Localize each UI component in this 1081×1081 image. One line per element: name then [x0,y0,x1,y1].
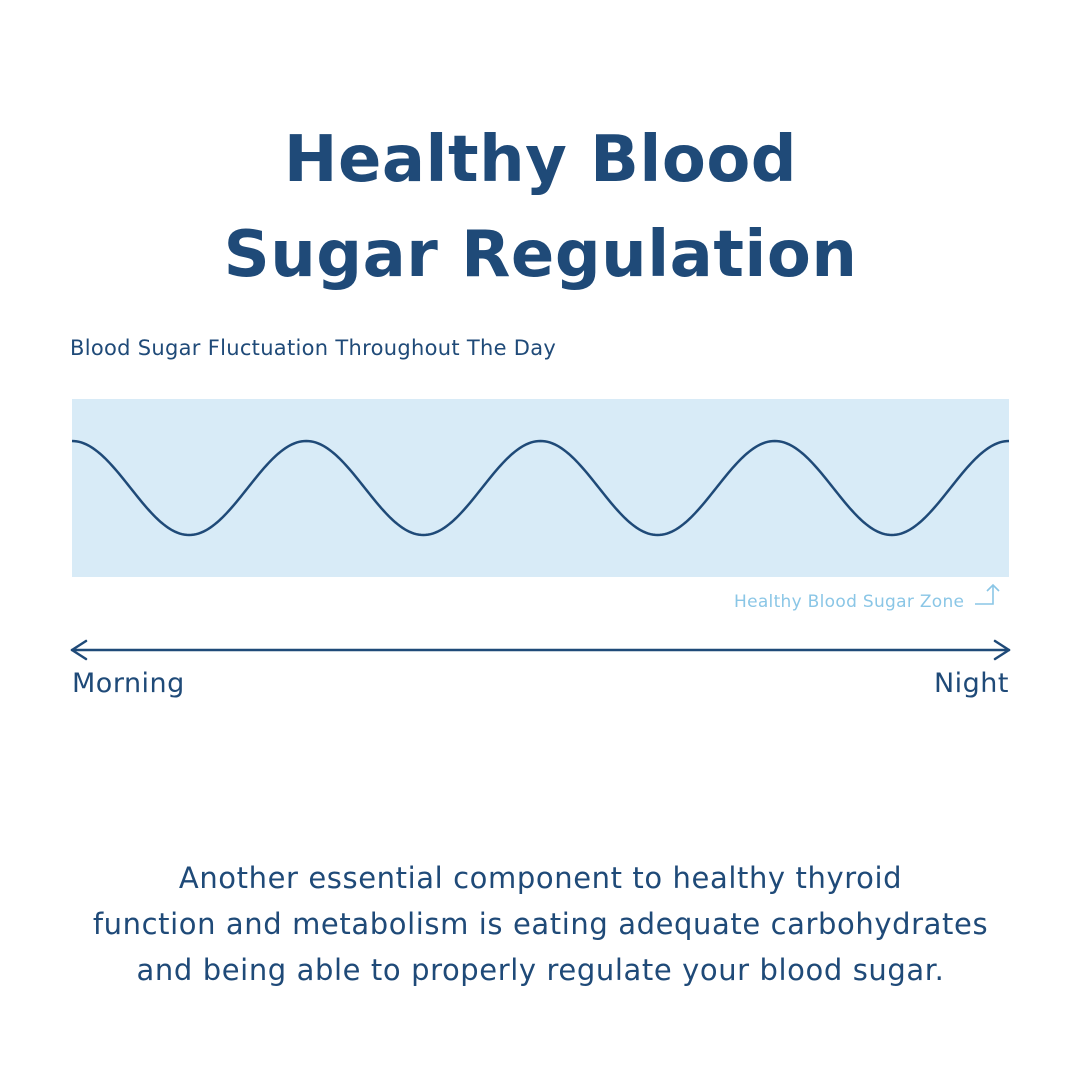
description-line-3: and being able to properly regulate your… [136,953,945,987]
title-line-2: Sugar Regulation [223,217,858,292]
description-paragraph: Another essential component to healthy t… [30,855,1051,993]
diagram-caption: Blood Sugar Fluctuation Throughout The D… [70,336,557,360]
description-line-2: function and metabolism is eating adequa… [92,907,989,941]
healthy-zone-band [72,399,1009,577]
title-line-1: Healthy Blood [283,122,798,197]
axis-label-morning: Morning [72,668,185,699]
blood-sugar-wave [71,439,1010,537]
description-line-1: Another essential component to healthy t… [178,861,903,895]
zone-pointer-icon [975,583,1000,605]
axis-label-night: Night [933,668,1009,699]
healthy-zone-label: Healthy Blood Sugar Zone [734,592,965,612]
page-title: Healthy Blood Sugar Regulation [0,113,1081,303]
time-axis-arrow [70,639,1011,661]
